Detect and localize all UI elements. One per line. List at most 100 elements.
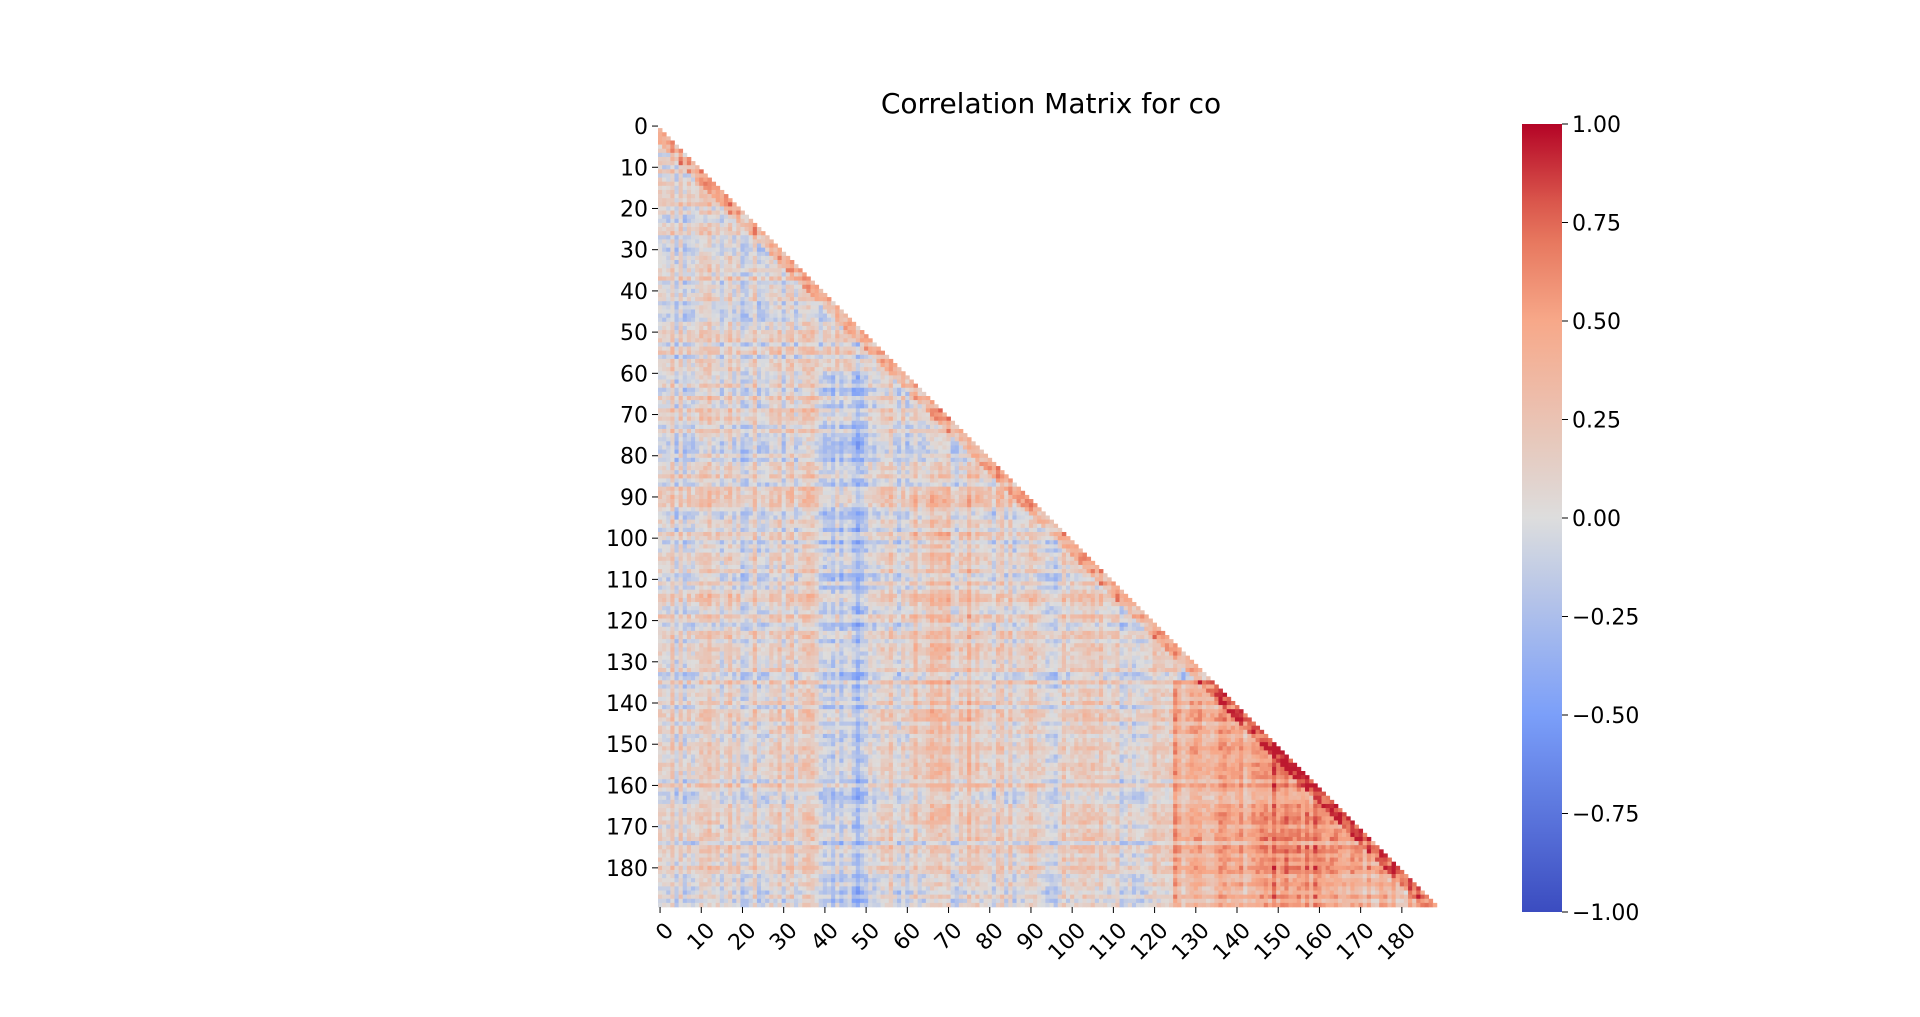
- heatmap-cell: [823, 429, 827, 433]
- heatmap-cell: [732, 309, 736, 313]
- heatmap-cell: [839, 536, 843, 540]
- heatmap-cell: [831, 437, 835, 441]
- heatmap-cell: [687, 178, 691, 182]
- heatmap-cell: [670, 198, 674, 202]
- heatmap-cell: [918, 392, 922, 396]
- heatmap-cell: [782, 301, 786, 305]
- heatmap-cell: [918, 491, 922, 495]
- heatmap-cell: [674, 433, 678, 437]
- heatmap-cell: [905, 528, 909, 532]
- heatmap-cell: [831, 309, 835, 313]
- heatmap-cell: [707, 474, 711, 478]
- heatmap-cell: [963, 495, 967, 499]
- heatmap-cell: [1000, 495, 1004, 499]
- heatmap-cell: [782, 474, 786, 478]
- heatmap-cell: [757, 342, 761, 346]
- heatmap-cell: [946, 454, 950, 458]
- heatmap-cell: [810, 359, 814, 363]
- heatmap-cell: [946, 478, 950, 482]
- heatmap-cell: [666, 487, 670, 491]
- heatmap-cell: [1025, 532, 1029, 536]
- heatmap-cell: [794, 297, 798, 301]
- heatmap-cell: [683, 264, 687, 268]
- heatmap-cell: [967, 499, 971, 503]
- heatmap-cell: [745, 285, 749, 289]
- heatmap-cell: [798, 470, 802, 474]
- heatmap-cell: [975, 507, 979, 511]
- heatmap-cell: [732, 264, 736, 268]
- heatmap-cell: [769, 256, 773, 260]
- heatmap-cell: [745, 511, 749, 515]
- heatmap-cell: [761, 371, 765, 375]
- heatmap-cell: [843, 429, 847, 433]
- heatmap-cell: [658, 281, 662, 285]
- heatmap-cell: [683, 297, 687, 301]
- heatmap-cell: [712, 524, 716, 528]
- heatmap-cell: [670, 202, 674, 206]
- heatmap-cell: [658, 219, 662, 223]
- heatmap-cell: [786, 458, 790, 462]
- heatmap-cell: [815, 487, 819, 491]
- heatmap-cell: [782, 367, 786, 371]
- heatmap-cell: [732, 388, 736, 392]
- heatmap-cell: [732, 404, 736, 408]
- heatmap-cell: [790, 511, 794, 515]
- heatmap-cell: [810, 355, 814, 359]
- heatmap-cell: [724, 396, 728, 400]
- heatmap-cell: [691, 466, 695, 470]
- heatmap-cell: [778, 483, 782, 487]
- heatmap-cell: [703, 347, 707, 351]
- heatmap-cell: [720, 293, 724, 297]
- heatmap-cell: [794, 400, 798, 404]
- heatmap-cell: [827, 437, 831, 441]
- heatmap-cell: [728, 256, 732, 260]
- heatmap-cell: [790, 330, 794, 334]
- heatmap-cell: [885, 363, 889, 367]
- heatmap-cell: [959, 466, 963, 470]
- heatmap-cell: [864, 334, 868, 338]
- heatmap-cell: [720, 227, 724, 231]
- heatmap-cell: [724, 334, 728, 338]
- heatmap-cell: [666, 338, 670, 342]
- heatmap-cell: [918, 520, 922, 524]
- heatmap-cell: [716, 412, 720, 416]
- heatmap-cell: [745, 289, 749, 293]
- heatmap-cell: [881, 433, 885, 437]
- heatmap-cell: [745, 355, 749, 359]
- heatmap-cell: [707, 309, 711, 313]
- heatmap-cell: [740, 425, 744, 429]
- heatmap-cell: [749, 260, 753, 264]
- heatmap-cell: [679, 178, 683, 182]
- heatmap-cell: [699, 194, 703, 198]
- heatmap-cell: [798, 483, 802, 487]
- heatmap-cell: [749, 511, 753, 515]
- heatmap-cell: [1025, 524, 1029, 528]
- heatmap-cell: [674, 182, 678, 186]
- heatmap-cell: [831, 380, 835, 384]
- heatmap-cell: [901, 470, 905, 474]
- heatmap-cell: [897, 528, 901, 532]
- heatmap-cell: [806, 445, 810, 449]
- heatmap-cell: [897, 380, 901, 384]
- heatmap-cell: [881, 516, 885, 520]
- heatmap-cell: [683, 355, 687, 359]
- heatmap-cell: [745, 495, 749, 499]
- heatmap-cell: [745, 429, 749, 433]
- heatmap-cell: [823, 347, 827, 351]
- heatmap-cell: [699, 293, 703, 297]
- heatmap-cell: [1004, 478, 1008, 482]
- heatmap-cell: [720, 408, 724, 412]
- heatmap-cell: [679, 347, 683, 351]
- heatmap-cell: [798, 309, 802, 313]
- heatmap-cell: [831, 441, 835, 445]
- heatmap-cell: [683, 532, 687, 536]
- heatmap-cell: [670, 528, 674, 532]
- heatmap-cell: [761, 499, 765, 503]
- heatmap-cell: [790, 281, 794, 285]
- heatmap-cell: [889, 425, 893, 429]
- heatmap-cell: [951, 421, 955, 425]
- heatmap-cell: [679, 173, 683, 177]
- heatmap-cell: [736, 239, 740, 243]
- heatmap-cell: [716, 417, 720, 421]
- heatmap-cell: [728, 421, 732, 425]
